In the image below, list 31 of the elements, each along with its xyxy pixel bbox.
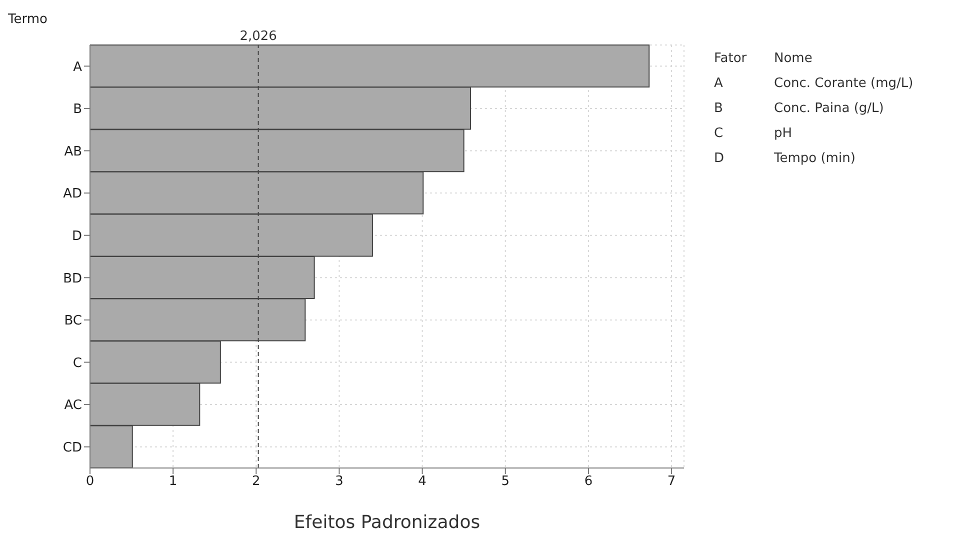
y-tick-label: A bbox=[73, 60, 82, 75]
x-tick-label: 3 bbox=[335, 474, 344, 490]
text: Nome bbox=[774, 50, 812, 68]
x-tick-label: 0 bbox=[86, 474, 94, 490]
x-tick-label: 1 bbox=[168, 474, 178, 490]
y-tick-label: BC bbox=[64, 314, 82, 329]
text: C bbox=[714, 125, 724, 143]
x-tick-label: 4 bbox=[418, 474, 426, 490]
y-axis-title: Termo bbox=[8, 12, 48, 27]
text: Conc. Corante (mg/L) bbox=[774, 75, 914, 93]
text: B bbox=[714, 100, 724, 118]
text: D bbox=[714, 150, 726, 168]
y-tick-label: CD bbox=[62, 440, 82, 456]
text: Tempo (min) bbox=[774, 150, 856, 168]
text: Fator bbox=[714, 50, 748, 68]
text: pH bbox=[774, 125, 792, 143]
text: A bbox=[714, 75, 724, 93]
ref-line-label: 2,026 bbox=[240, 29, 277, 44]
y-tick-label: BD bbox=[63, 271, 82, 286]
y-tick-label: C bbox=[72, 356, 82, 371]
y-tick-label: AB bbox=[64, 144, 82, 160]
y-tick-label: D bbox=[72, 228, 82, 244]
y-tick-label: AC bbox=[64, 398, 82, 414]
y-tick-label: AD bbox=[63, 186, 82, 202]
x-tick-label: 5 bbox=[501, 474, 510, 490]
y-tick-label: B bbox=[73, 102, 82, 118]
x-tick-label: 2 bbox=[252, 474, 260, 490]
x-tick-label: 7 bbox=[667, 474, 676, 490]
x-axis-title: Efeitos Padronizados bbox=[294, 512, 480, 533]
text: Conc. Paina (g/L) bbox=[774, 100, 884, 118]
x-tick-label: 6 bbox=[584, 474, 593, 490]
